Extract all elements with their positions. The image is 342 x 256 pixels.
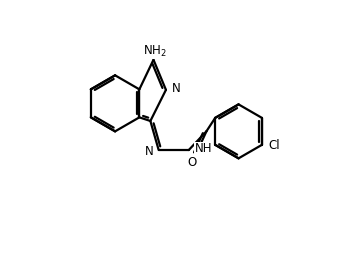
Text: Cl: Cl bbox=[268, 139, 280, 152]
Text: NH: NH bbox=[195, 143, 212, 155]
Text: O: O bbox=[187, 156, 197, 169]
Text: N: N bbox=[145, 145, 154, 157]
Text: N: N bbox=[172, 82, 181, 95]
Text: NH$_2$: NH$_2$ bbox=[143, 44, 167, 59]
